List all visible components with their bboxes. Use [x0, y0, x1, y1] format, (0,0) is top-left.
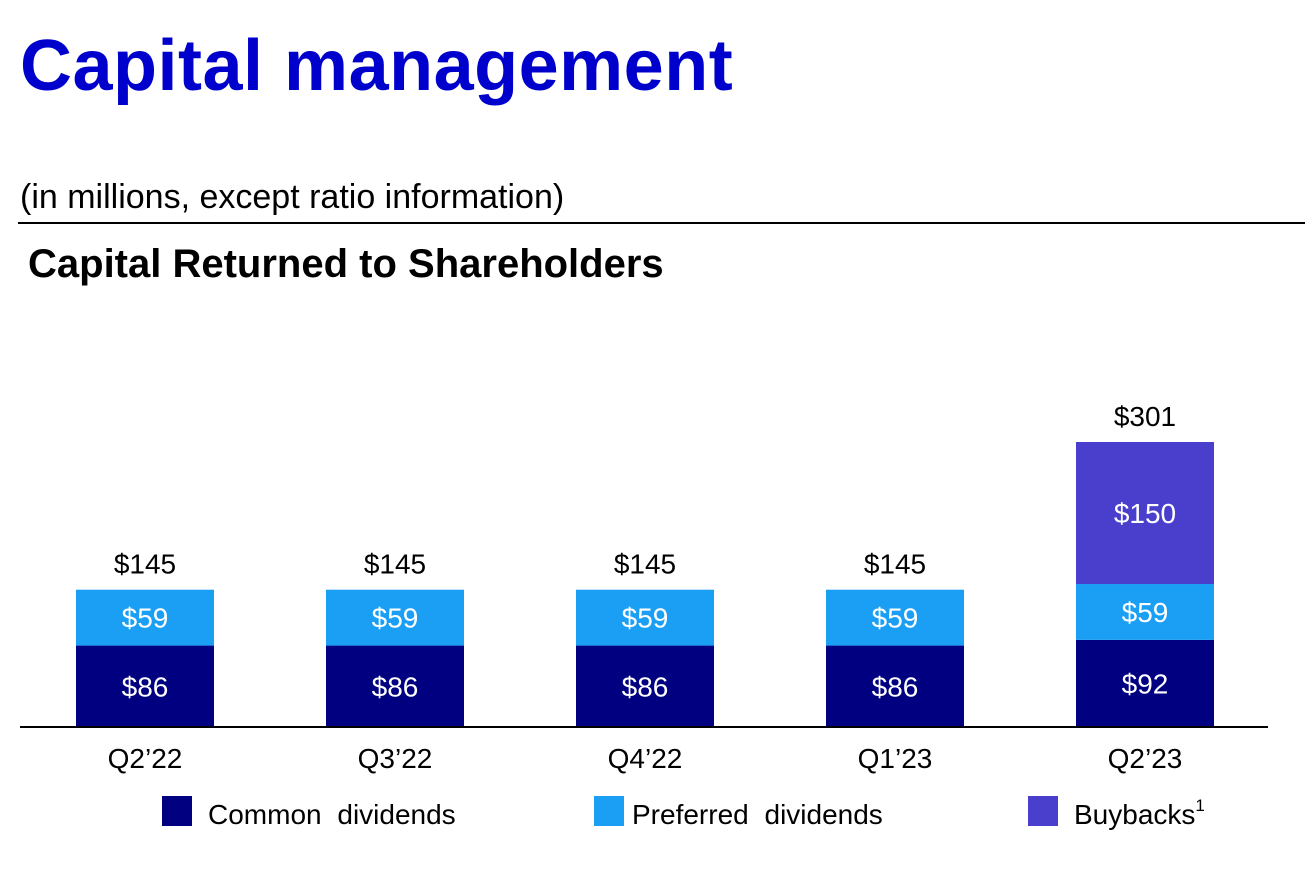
data-label-common-dividends-q4-22: $86	[622, 671, 669, 702]
bar-preferred-dividends-q2-22	[76, 589, 214, 646]
x-tick-label-q4-22: Q4’22	[608, 743, 683, 774]
bar-common-dividends-q2-23	[1076, 639, 1214, 727]
bars-layer	[76, 442, 1214, 727]
divider-rule	[18, 222, 1305, 224]
bar-common-dividends-q1-23	[826, 645, 964, 727]
bar-common-dividends-q4-22	[576, 645, 714, 727]
data-label-preferred-dividends-q2-22: $59	[122, 603, 169, 634]
total-label-q2-23: $301	[1114, 401, 1176, 432]
footnote-marker: 1	[1195, 796, 1205, 815]
data-label-common-dividends-q1-23: $86	[872, 671, 919, 702]
data-label-common-dividends-q3-22: $86	[372, 671, 419, 702]
bar-preferred-dividends-q1-23	[826, 589, 964, 646]
data-label-common-dividends-q2-22: $86	[122, 671, 169, 702]
legend-swatch-buybacks	[1028, 796, 1058, 826]
bar-preferred-dividends-q3-22	[326, 589, 464, 646]
total-label-q3-22: $145	[364, 549, 426, 580]
x-tick-label-q1-23: Q1’23	[858, 743, 933, 774]
total-label-q4-22: $145	[614, 549, 676, 580]
legend-item-buybacks: Buybacks1	[1028, 794, 1205, 830]
legend-label-buybacks: Buybacks1	[1074, 796, 1205, 830]
data-label-common-dividends-q2-23: $92	[1122, 668, 1169, 699]
bar-buybacks-q2-23	[1076, 442, 1214, 585]
data-label-preferred-dividends-q3-22: $59	[372, 603, 419, 634]
total-label-q1-23: $145	[864, 549, 926, 580]
x-tick-label-q2-22: Q2’22	[108, 743, 183, 774]
labels-layer: $86 $59 $145 Q2’22 $86 $59 $145 Q3’22 $86 $59 $145…	[108, 401, 1183, 774]
data-label-preferred-dividends-q2-23: $59	[1122, 597, 1169, 628]
bar-preferred-dividends-q2-23	[1076, 584, 1214, 640]
bar-preferred-dividends-q4-22	[576, 589, 714, 646]
legend-item-common: Common dividends	[162, 794, 456, 830]
chart-title: Capital Returned to Shareholders	[28, 242, 664, 286]
data-label-preferred-dividends-q1-23: $59	[872, 603, 919, 634]
legend-swatch-common	[162, 796, 192, 826]
legend-swatch-preferred	[594, 796, 624, 826]
legend-label-common: Common dividends	[208, 799, 456, 830]
bar-common-dividends-q2-22	[76, 645, 214, 727]
data-label-buybacks-q2-23: $150	[1114, 498, 1176, 529]
page-title: Capital management	[20, 26, 734, 106]
legend-item-preferred: Preferred dividends	[594, 794, 883, 830]
x-tick-label-q2-23: Q2’23	[1108, 743, 1183, 774]
page-subtitle: (in millions, except ratio information)	[20, 178, 565, 216]
x-tick-label-q3-22: Q3’22	[358, 743, 433, 774]
legend-label-preferred: Preferred dividends	[632, 799, 883, 830]
total-label-q2-22: $145	[114, 549, 176, 580]
bar-common-dividends-q3-22	[326, 645, 464, 727]
data-label-preferred-dividends-q4-22: $59	[622, 603, 669, 634]
